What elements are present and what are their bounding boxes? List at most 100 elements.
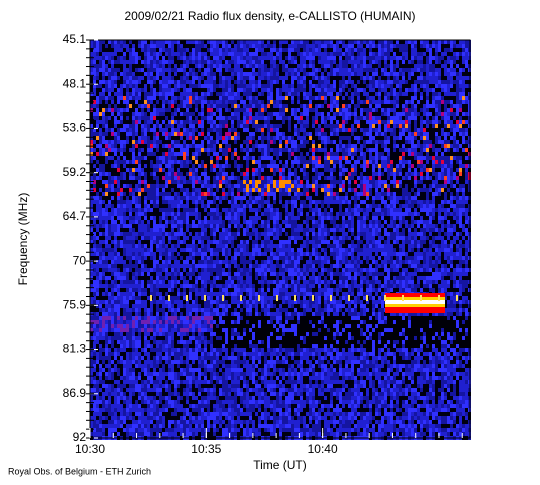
spectrogram-cell: [435, 128, 438, 132]
spectrogram-cell: [135, 88, 138, 92]
spectrogram-cell: [186, 88, 189, 92]
spectrogram-cell: [273, 72, 276, 76]
spectrogram-cell: [168, 148, 171, 152]
spectrogram-cell: [348, 56, 351, 60]
spectrogram-cell: [444, 84, 447, 88]
spectrogram-cell: [426, 148, 429, 152]
spectrogram-cell: [336, 180, 339, 184]
spectrogram-cell: [237, 68, 240, 72]
spectrogram-cell: [255, 140, 258, 144]
spectrogram-cell: [186, 164, 189, 168]
spectrogram-cell: [111, 168, 114, 172]
spectrogram-cell: [363, 140, 366, 144]
spectrogram-cell: [339, 144, 342, 148]
spectrogram-cell: [195, 68, 198, 72]
spectrogram-cell: [150, 68, 153, 72]
spectrogram-cell: [210, 164, 213, 168]
spectrogram-cell: [258, 136, 261, 140]
spectrogram-cell: [240, 192, 243, 196]
spectrogram-cell: [168, 76, 171, 80]
spectrogram-cell: [330, 164, 333, 168]
spectrogram-cell: [201, 108, 204, 112]
spectrogram-cell: [429, 104, 432, 108]
spectrogram-cell: [420, 112, 423, 116]
spectrogram-cell: [426, 152, 429, 156]
spectrogram-cell: [195, 100, 198, 104]
spectrogram-cell: [213, 44, 216, 48]
spectrogram-cell: [192, 176, 195, 180]
spectrogram-cell: [192, 160, 195, 164]
spectrogram-cell: [315, 44, 318, 48]
spectrogram-cell: [399, 52, 402, 56]
spectrogram-cell: [261, 64, 264, 68]
spectrogram-cell: [330, 48, 333, 52]
spectrogram-cell: [384, 120, 387, 124]
spectrogram-cell: [213, 52, 216, 56]
spectrogram-cell: [357, 156, 360, 160]
spectrogram-cell: [186, 40, 189, 44]
spectrogram-cell: [306, 160, 309, 164]
spectrogram-cell: [303, 160, 306, 164]
spectrogram-cell: [288, 168, 291, 172]
spectrogram-cell: [441, 116, 444, 120]
spectrogram-cell: [123, 168, 126, 172]
spectrogram-cell: [360, 92, 363, 96]
spectrogram-cell: [327, 176, 330, 180]
spectrogram-cell: [399, 148, 402, 152]
spectrogram-cell: [165, 196, 168, 200]
spectrogram-cell: [267, 116, 270, 120]
spectrogram-cell: [255, 156, 258, 160]
spectrogram-cell: [147, 100, 150, 104]
spectrogram-cell: [444, 120, 447, 124]
spectrogram-cell: [435, 176, 438, 180]
spectrogram-cell: [420, 92, 423, 96]
spectrogram-cell: [288, 112, 291, 116]
spectrogram-cell: [168, 96, 171, 100]
spectrogram-cell: [456, 188, 459, 192]
spectrogram-cell: [102, 80, 105, 84]
spectrogram-cell: [240, 132, 243, 136]
spectrogram-cell: [150, 140, 153, 144]
spectrogram-cell: [114, 104, 117, 108]
spectrogram-cell: [369, 40, 372, 44]
spectrogram-cell: [189, 180, 192, 184]
spectrogram-cell: [135, 112, 138, 116]
spectrogram-cell: [294, 80, 297, 84]
spectrogram-cell: [180, 68, 183, 72]
spectrogram-cell: [441, 88, 444, 92]
spectrogram-cell: [264, 52, 267, 56]
spectrogram-cell: [207, 96, 210, 100]
spectrogram-cell: [288, 104, 291, 108]
spectrogram-cell: [408, 124, 411, 128]
spectrogram-cell: [108, 40, 111, 44]
spectrogram-cell: [231, 92, 234, 96]
spectrogram-cell: [192, 128, 195, 132]
spectrogram-cell: [165, 52, 168, 56]
spectrogram-cell: [177, 96, 180, 100]
spectrogram-cell: [348, 96, 351, 100]
spectrogram-cell: [321, 80, 324, 84]
spectrogram-cell: [438, 168, 441, 172]
spectrogram-cell: [189, 76, 192, 80]
spectrogram-cell: [303, 124, 306, 128]
spectrogram-cell: [366, 100, 369, 104]
spectrogram-cell: [141, 144, 144, 148]
spectrogram-cell: [396, 132, 399, 136]
spectrogram-cell: [297, 52, 300, 56]
spectrogram-cell: [210, 120, 213, 124]
spectrogram-cell: [351, 60, 354, 64]
spectrogram-cell: [273, 112, 276, 116]
spectrogram-cell: [219, 44, 222, 48]
spectrogram-cell: [252, 120, 255, 124]
spectrogram-cell: [105, 60, 108, 64]
spectrogram-cell: [246, 148, 249, 152]
spectrogram-cell: [285, 148, 288, 152]
spectrogram-cell: [435, 88, 438, 92]
spectrogram-cell: [111, 104, 114, 108]
spectrogram-cell: [207, 52, 210, 56]
spectrogram-cell: [384, 132, 387, 136]
spectrogram-cell: [123, 176, 126, 180]
spectrogram-cell: [150, 48, 153, 52]
spectrogram-cell: [246, 116, 249, 120]
spectrogram-cell: [369, 108, 372, 112]
